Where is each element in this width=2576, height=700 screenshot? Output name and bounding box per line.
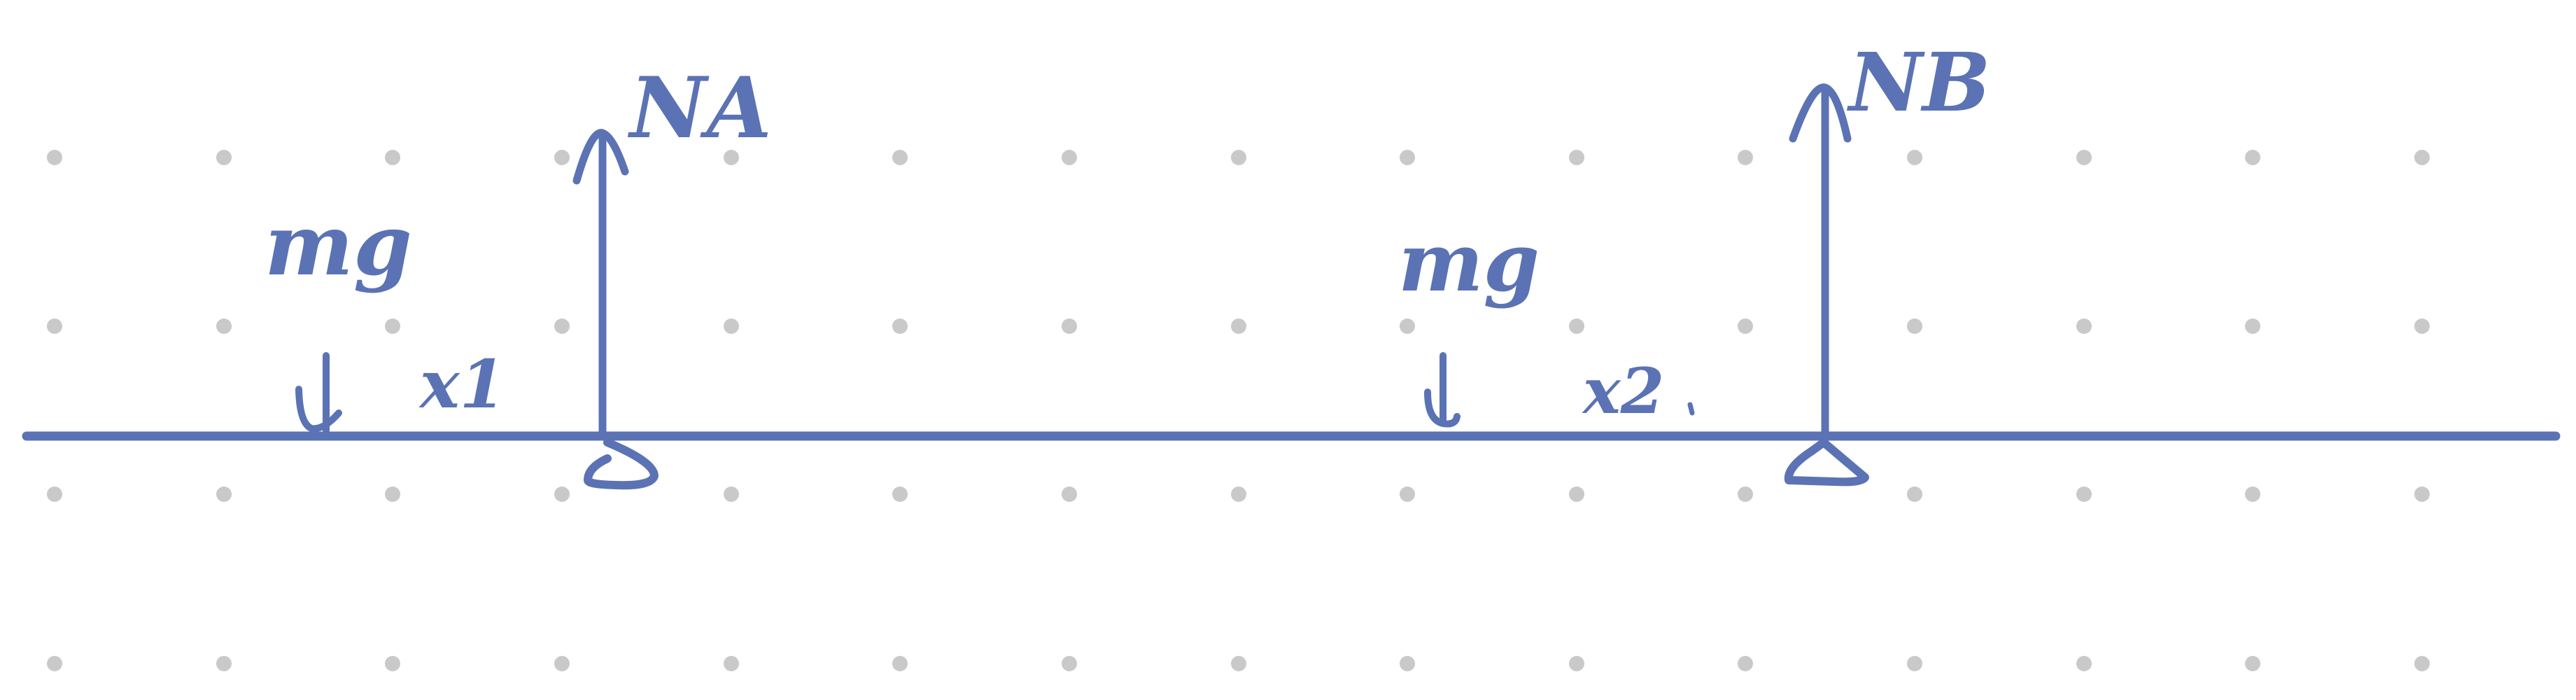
grid-dot	[724, 656, 739, 671]
grid-dot	[1400, 150, 1415, 165]
grid-dot	[1062, 656, 1077, 671]
label-nb: NB	[1846, 36, 1990, 130]
grid-dot	[2245, 656, 2260, 671]
grid-dot	[554, 486, 570, 502]
grid-dot	[1907, 486, 1922, 502]
grid-dot	[1738, 150, 1753, 165]
grid-dot	[1569, 656, 1584, 671]
grid-dot	[892, 318, 908, 334]
grid-dot	[2414, 486, 2430, 502]
grid-dot	[47, 486, 62, 502]
grid-dot	[216, 656, 232, 671]
force-mg-left-arrow	[295, 352, 342, 434]
grid-dot	[385, 318, 400, 334]
grid-dot	[47, 150, 62, 165]
grid-dot	[2245, 318, 2260, 334]
grid-dot	[1231, 318, 1246, 334]
grid-dot	[892, 656, 908, 671]
grid-dot	[724, 486, 739, 502]
grid-dot	[1231, 150, 1246, 165]
label-x1: x1	[418, 346, 506, 424]
grid-dot	[1907, 318, 1922, 334]
grid-dot	[2414, 318, 2430, 334]
label-na: NA	[627, 59, 772, 158]
grid-dot	[892, 486, 908, 502]
grid-dot	[385, 150, 400, 165]
grid-dot	[385, 486, 400, 502]
grid-dot	[1738, 486, 1753, 502]
force-mg-right-arrow	[1424, 352, 1461, 428]
grid-dot	[724, 318, 739, 334]
grid-dot	[1569, 150, 1584, 165]
grid-dot	[1907, 150, 1922, 165]
grid-dot	[1062, 318, 1077, 334]
grid-dot	[1400, 486, 1415, 502]
grid-dot	[1062, 486, 1077, 502]
grid-dot	[1062, 150, 1077, 165]
grid-dot	[1569, 318, 1584, 334]
grid-dot	[1569, 486, 1584, 502]
grid-dot	[892, 150, 908, 165]
grid-dot	[2076, 318, 2092, 334]
grid-dot	[554, 150, 570, 165]
grid-dot	[554, 656, 570, 671]
label-mg-right: mg	[1398, 216, 1540, 310]
dot-grid	[47, 150, 2430, 671]
grid-dot	[1400, 656, 1415, 671]
grid-dot	[47, 656, 62, 671]
grid-dot	[2076, 486, 2092, 502]
force-na-arrow	[572, 129, 629, 440]
grid-dot	[2245, 150, 2260, 165]
label-mg-left: mg	[265, 196, 412, 295]
grid-dot	[47, 318, 62, 334]
grid-dot	[1738, 318, 1753, 334]
support-b-triangle	[1784, 438, 1869, 486]
grid-dot	[554, 318, 570, 334]
grid-dot	[2076, 150, 2092, 165]
grid-dot	[216, 150, 232, 165]
label-x2: x2	[1582, 354, 1664, 428]
grid-dot	[2245, 486, 2260, 502]
grid-dot	[216, 486, 232, 502]
grid-dot	[216, 318, 232, 334]
grid-dot	[2414, 656, 2430, 671]
grid-dot	[2076, 656, 2092, 671]
grid-dot	[1231, 486, 1246, 502]
support-a-triangle	[584, 438, 659, 490]
force-nb-arrow	[1789, 83, 1852, 440]
grid-dot	[1907, 656, 1922, 671]
ink-mark	[1687, 402, 1695, 416]
grid-dot	[1231, 656, 1246, 671]
grid-dot	[2414, 150, 2430, 165]
grid-dot	[724, 150, 739, 165]
grid-dot	[385, 656, 400, 671]
grid-dot	[1400, 318, 1415, 334]
grid-dot	[1738, 656, 1753, 671]
